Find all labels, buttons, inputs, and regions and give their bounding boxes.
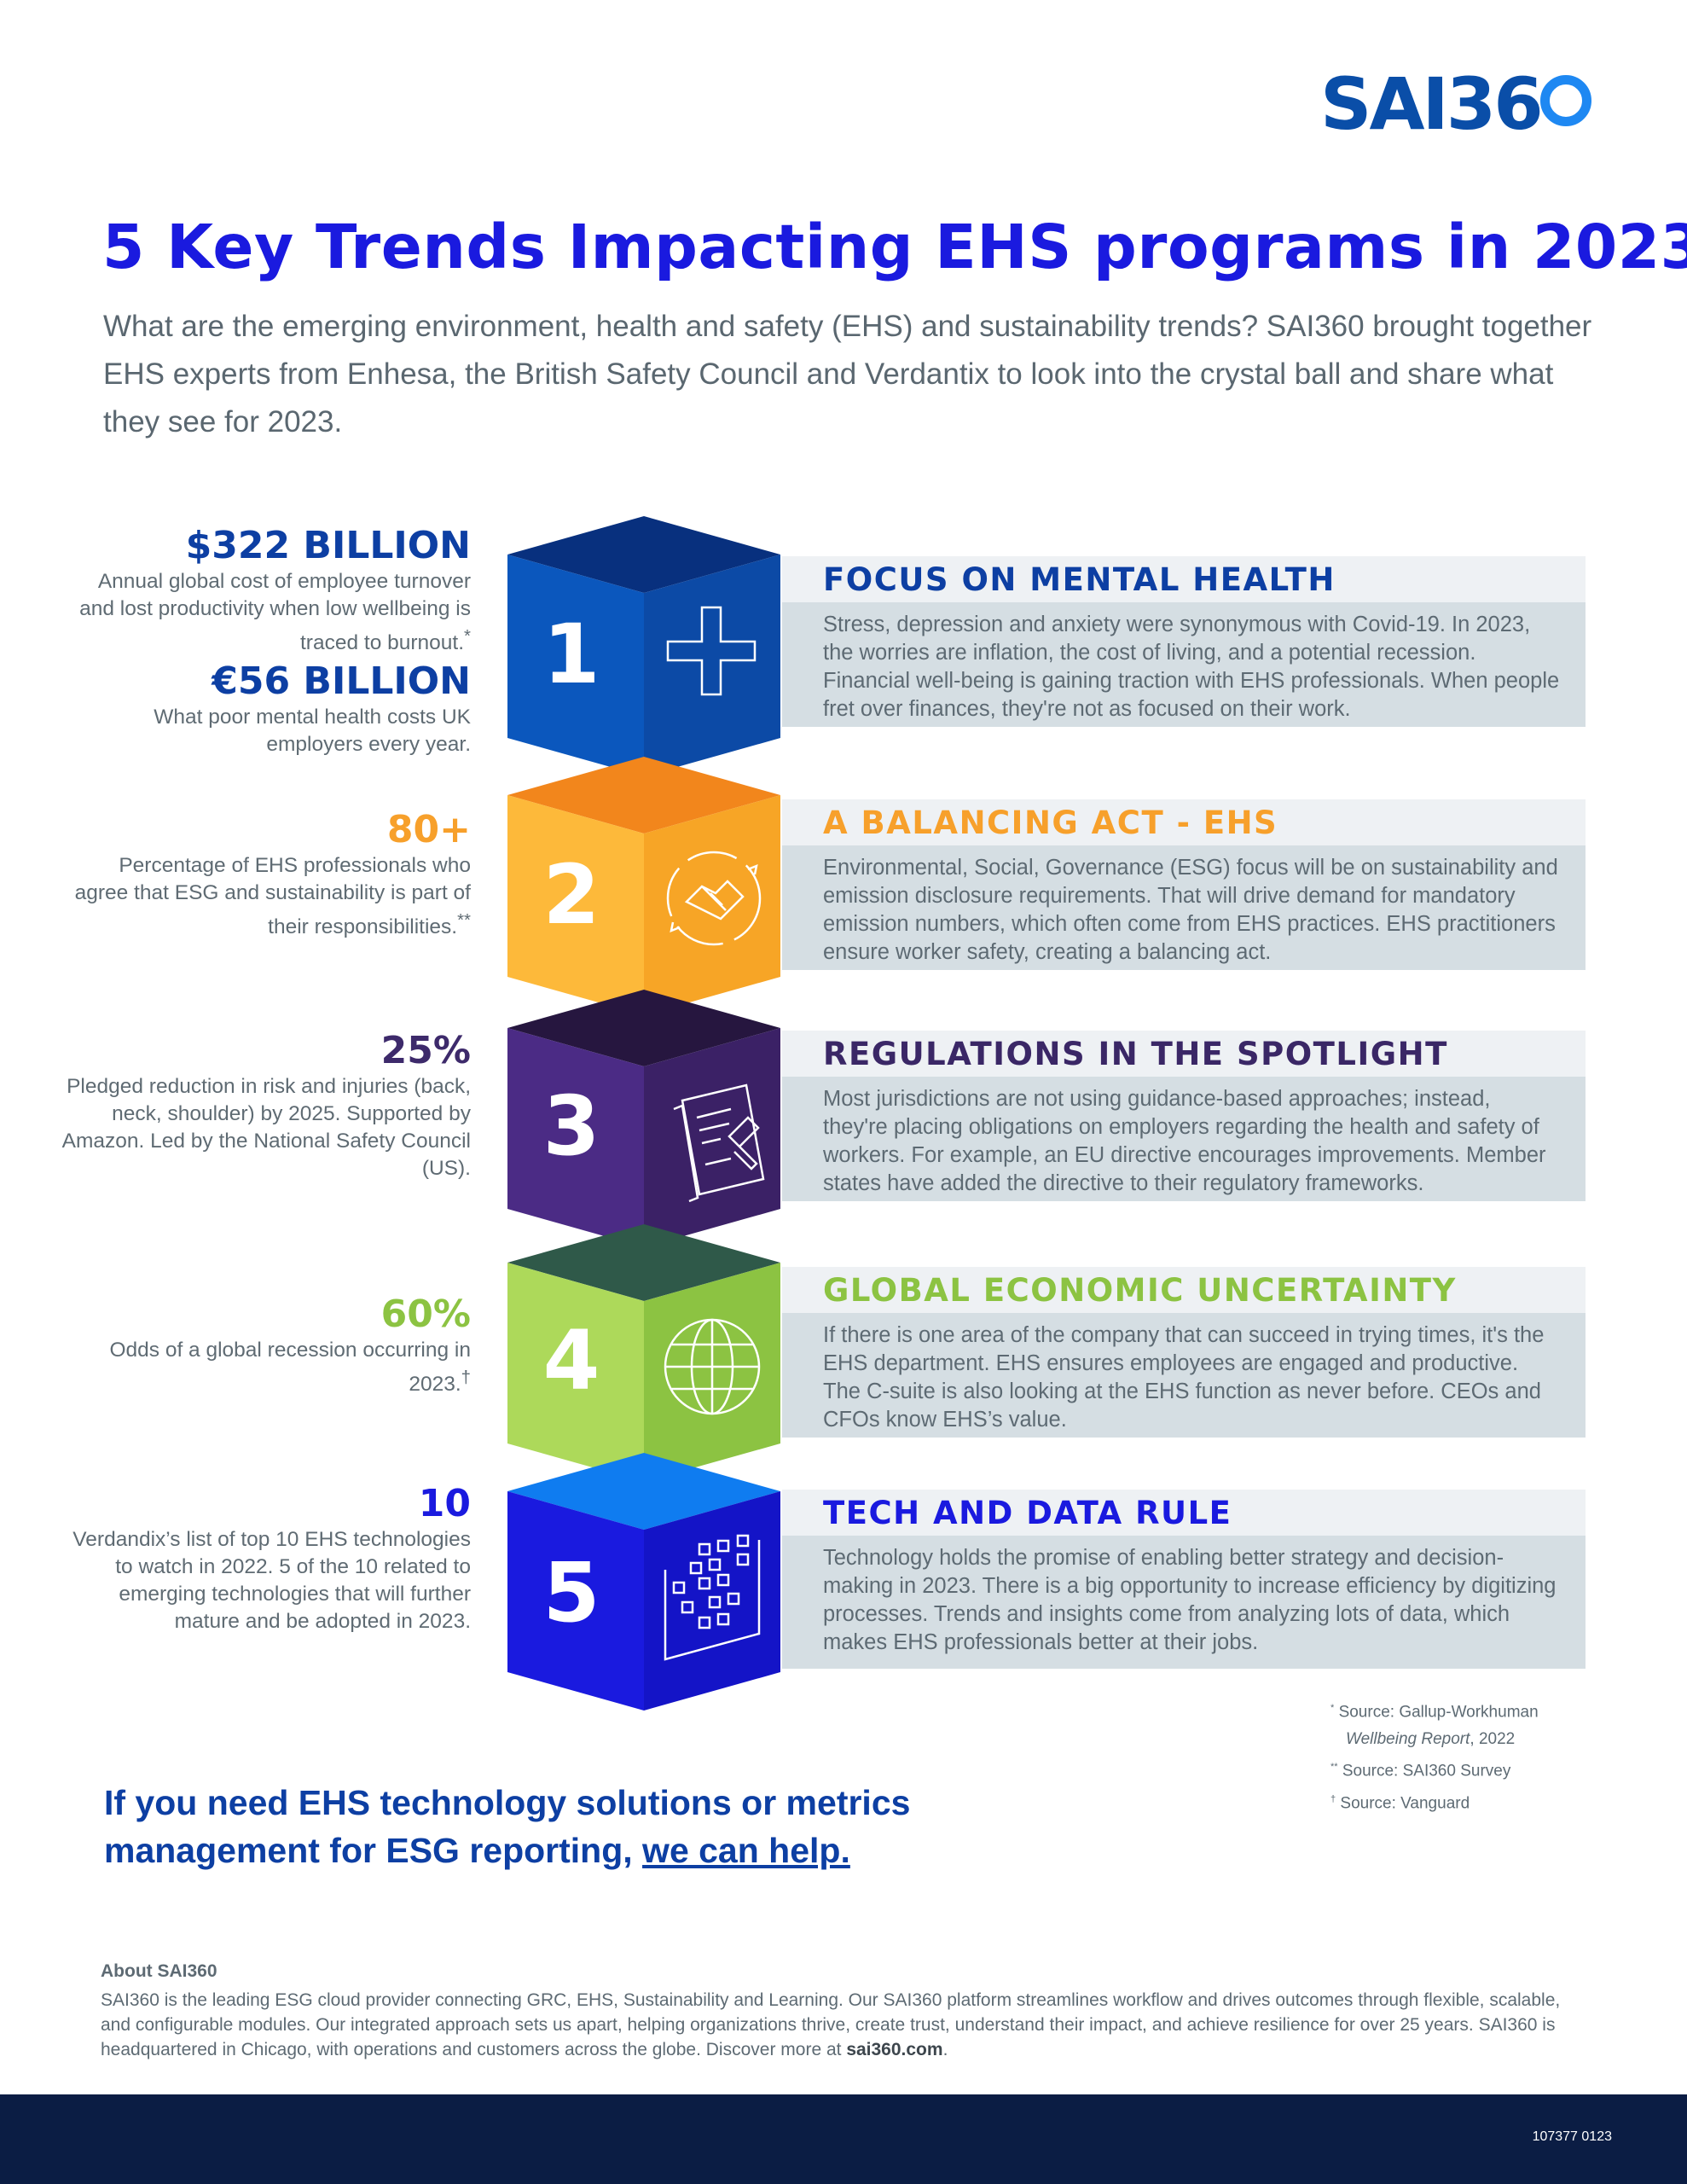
stat-25-percent: 25% Pledged reduction in risk and injuri… — [61, 1029, 471, 1182]
source-sai360-survey: ** Source: SAI360 Survey — [1330, 1762, 1511, 1780]
cta-text: If you need EHS technology solutions or … — [104, 1783, 911, 1870]
about-title: About SAI360 — [101, 1961, 217, 1981]
trend-number-4: 4 — [543, 1313, 600, 1409]
document-code: 107377 0123 — [1532, 2129, 1612, 2144]
stat-value: 25% — [380, 1029, 471, 1072]
trend-2-heading: A BALANCING ACT - EHS — [782, 799, 1586, 845]
trend-5-body: Technology holds the promise of enabling… — [782, 1536, 1586, 1669]
we-can-help-link[interactable]: we can help. — [642, 1831, 850, 1870]
page-title: 5 Key Trends Impacting EHS programs in 2… — [102, 212, 1687, 282]
stat-desc: Percentage of EHS professionals who agre… — [74, 854, 471, 939]
trend-number-1: 1 — [543, 607, 600, 702]
trend-cube-3: 3 — [507, 990, 780, 1247]
stat-value: 60% — [380, 1292, 471, 1336]
stat-desc: Odds of a global recession occurring in … — [109, 1339, 471, 1397]
handshake-icon — [666, 851, 762, 946]
trend-5-heading: TECH AND DATA RULE — [782, 1490, 1586, 1536]
sources-list: * Source: Gallup-Workhuman Wellbeing Rep… — [1330, 1694, 1539, 1817]
globe-icon — [664, 1318, 761, 1415]
trend-cube-4: 4 — [507, 1224, 780, 1482]
sai360-logo: SAI36 — [1320, 62, 1591, 146]
sai360-website-link[interactable]: sai360.com — [846, 2040, 943, 2059]
trend-cube-1: 1 — [507, 516, 780, 776]
trend-cube-5: 5 — [507, 1453, 780, 1711]
stat-desc: What poor mental health costs UK employe… — [154, 706, 471, 756]
trend-number-3: 3 — [543, 1078, 600, 1174]
trend-cube-2: 2 — [507, 757, 780, 1015]
trend-1-body: Stress, depression and anxiety were syno… — [782, 602, 1586, 727]
trend-3-body: Most jurisdictions are not using guidanc… — [782, 1077, 1586, 1201]
stat-desc: Verdandix’s list of top 10 EHS technolog… — [72, 1528, 471, 1633]
about-section: About SAI360 SAI360 is the leading ESG c… — [101, 1959, 1593, 2062]
stat-desc: Pledged reduction in risk and injuries (… — [61, 1075, 471, 1180]
stat-value: 80+ — [386, 808, 471, 851]
intro-paragraph: What are the emerging environment, healt… — [103, 310, 1592, 439]
medical-cross-icon — [666, 606, 757, 696]
source-vanguard: † Source: Vanguard — [1330, 1793, 1470, 1812]
stat-80-plus: 80+ Percentage of EHS professionals who … — [61, 808, 471, 941]
stat-60-percent: 60% Odds of a global recession occurring… — [61, 1292, 471, 1398]
trend-number-5: 5 — [543, 1545, 600, 1641]
source-gallup-report: Wellbeing Report, 2022 — [1346, 1730, 1516, 1749]
stat-322-billion: $322 BILLION Annual global cost of emplo… — [61, 524, 471, 657]
stat-10-technologies: 10 Verdandix’s list of top 10 EHS techno… — [61, 1482, 471, 1635]
source-gallup: * Source: Gallup-Workhuman — [1330, 1703, 1539, 1722]
gavel-document-icon — [673, 1083, 765, 1203]
footer-bar: 107377 0123 — [0, 2094, 1687, 2184]
trend-1-heading: FOCUS ON MENTAL HEALTH — [782, 556, 1586, 602]
trend-2-body: Environmental, Social, Governance (ESG) … — [782, 845, 1586, 970]
logo-text: SAI36 — [1320, 62, 1544, 146]
trend-cube-stack: 1 2 3 4 — [507, 516, 780, 1711]
trend-3-heading: REGULATIONS IN THE SPOTLIGHT — [782, 1031, 1586, 1077]
stat-56-billion: €56 BILLION What poor mental health cost… — [61, 659, 471, 758]
stat-desc: Annual global cost of employee turnover … — [79, 570, 471, 655]
stat-value: €56 BILLION — [212, 659, 471, 703]
stat-value: $322 BILLION — [185, 524, 471, 567]
trend-4-heading: GLOBAL ECONOMIC UNCERTAINTY — [782, 1267, 1586, 1313]
trend-4-body: If there is one area of the company that… — [782, 1313, 1586, 1438]
logo-ring-icon — [1540, 75, 1591, 126]
data-grid-icon — [664, 1534, 761, 1661]
about-text: SAI360 is the leading ESG cloud provider… — [101, 1990, 1561, 2059]
trend-number-2: 2 — [543, 847, 600, 943]
stat-value: 10 — [418, 1482, 471, 1525]
